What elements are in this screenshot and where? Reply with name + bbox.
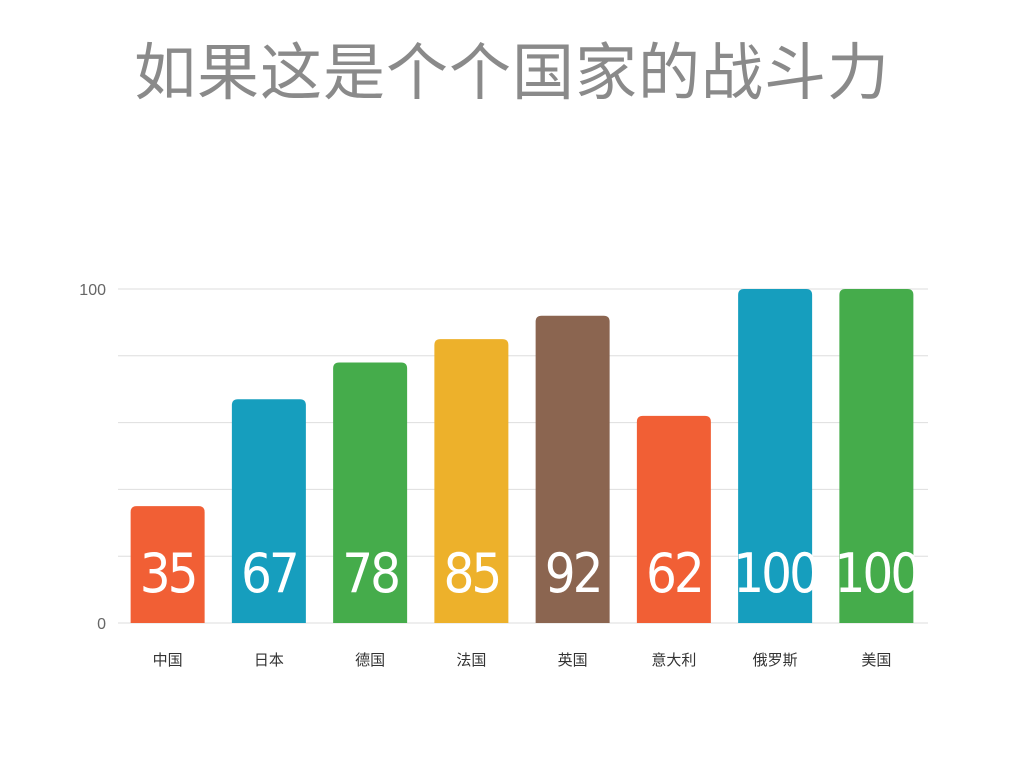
bar-value-label: 67	[241, 542, 297, 605]
bar	[535, 315, 610, 623]
bar-value-label: 78	[342, 542, 398, 605]
bars: 35 67 78 85 92 62 100 100	[130, 289, 921, 623]
bar	[130, 506, 205, 623]
bar-value-label: 62	[646, 542, 702, 605]
y-tick-label: 100	[79, 282, 106, 299]
x-category-label: 中国	[153, 651, 183, 669]
bar	[231, 399, 306, 623]
y-axis: 0 100	[79, 282, 106, 633]
y-tick-label: 0	[97, 616, 106, 633]
x-category-label: 美国	[861, 651, 891, 669]
x-axis: 中国 日本 德国 法国 英国 意大利 俄罗斯 美国	[153, 651, 892, 669]
bar	[839, 289, 914, 623]
bar-value-label: 35	[140, 542, 196, 605]
bar	[333, 362, 408, 623]
x-category-label: 德国	[355, 651, 385, 669]
bar-value-label: 100	[835, 542, 919, 605]
x-category-label: 英国	[558, 651, 588, 669]
x-category-label: 日本	[254, 651, 284, 669]
x-category-label: 俄罗斯	[753, 651, 798, 669]
bar-value-label: 92	[545, 542, 601, 605]
bar-value-label: 100	[733, 542, 817, 605]
bar	[738, 289, 813, 623]
bar	[434, 339, 509, 623]
bar	[636, 415, 711, 623]
x-category-label: 法国	[456, 651, 486, 669]
bar-value-label: 85	[443, 542, 499, 605]
x-category-label: 意大利	[651, 651, 696, 669]
chart-title: 如果这是个个国家的战斗力	[133, 36, 890, 109]
